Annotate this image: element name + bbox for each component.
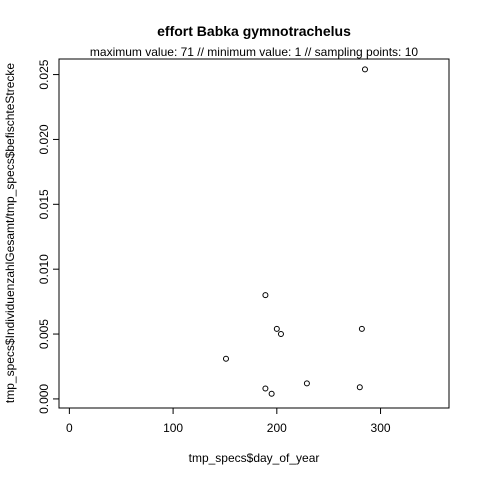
data-point bbox=[277, 331, 284, 338]
data-point bbox=[273, 325, 280, 332]
y-tick-label: 0.015 bbox=[37, 189, 51, 219]
data-point bbox=[268, 390, 275, 397]
chart-subtitle: maximum value: 71 // minimum value: 1 //… bbox=[90, 45, 418, 59]
data-point bbox=[262, 385, 269, 392]
y-tick-label: 0.005 bbox=[37, 319, 51, 349]
x-axis-label: tmp_specs$day_of_year bbox=[189, 451, 320, 465]
x-axis: 0 100 200 300 bbox=[66, 408, 391, 435]
x-tick-label: 100 bbox=[163, 421, 183, 435]
data-points bbox=[222, 66, 368, 397]
data-point bbox=[262, 292, 269, 299]
y-axis: 0.000 0.005 0.010 0.015 0.020 0.025 bbox=[37, 59, 59, 414]
data-point bbox=[303, 380, 310, 387]
x-tick-label: 0 bbox=[66, 421, 73, 435]
data-point bbox=[356, 384, 363, 391]
chart-title: effort Babka gymnotrachelus bbox=[157, 23, 351, 39]
data-point bbox=[222, 355, 229, 362]
x-tick-label: 300 bbox=[371, 421, 391, 435]
y-tick-label: 0.010 bbox=[37, 254, 51, 284]
y-tick-label: 0.020 bbox=[37, 124, 51, 154]
y-axis-label: tmp_specs$IndividuenzahlGesamt/tmp_specs… bbox=[3, 63, 17, 404]
data-point bbox=[358, 325, 365, 332]
plot-frame bbox=[58, 58, 450, 409]
y-tick-label: 0.025 bbox=[37, 59, 51, 89]
y-tick-label: 0.000 bbox=[37, 384, 51, 414]
data-point bbox=[361, 66, 368, 73]
x-tick-label: 200 bbox=[267, 421, 287, 435]
